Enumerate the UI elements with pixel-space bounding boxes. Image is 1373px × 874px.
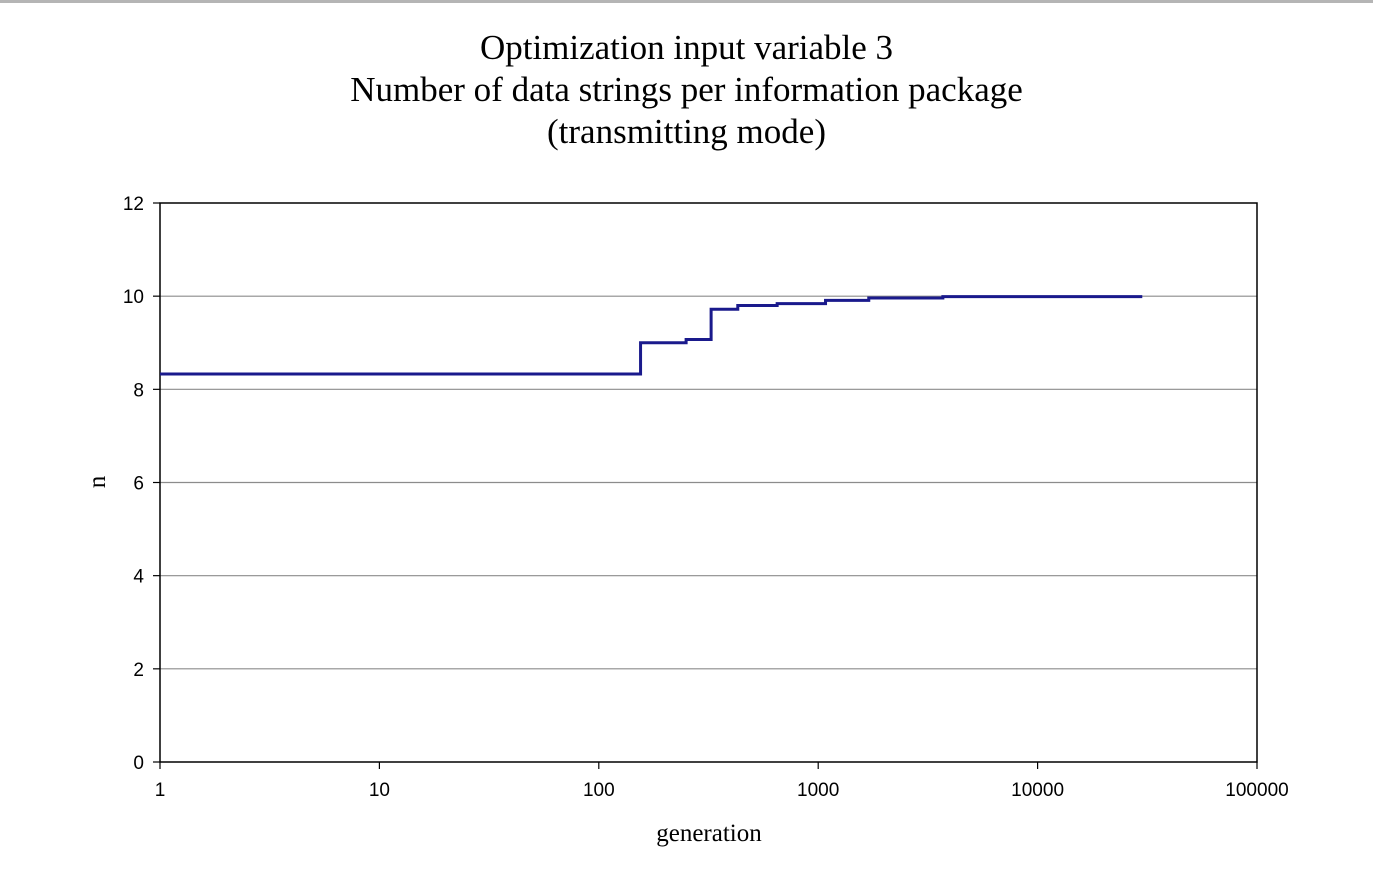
chart-title-line-2: Number of data strings per information p…: [350, 70, 1023, 109]
y-tick-label: 0: [133, 753, 144, 774]
y-tick-label: 4: [133, 567, 144, 588]
x-tick-label: 100: [583, 780, 615, 801]
x-tick-label: 10000: [1011, 780, 1064, 801]
series-line: [160, 295, 1143, 376]
x-axis-ticks: 1 10 100 1000 10000 100000: [155, 762, 1289, 801]
x-tick-label: 1000: [797, 780, 839, 801]
top-border-rule: [0, 0, 1373, 3]
x-axis-title: generation: [656, 820, 762, 847]
y-tick-label: 8: [133, 380, 144, 401]
chart-title-line-3: (transmitting mode): [547, 112, 826, 151]
x-tick-label: 10: [369, 780, 390, 801]
y-tick-label: 2: [133, 660, 144, 681]
y-axis-title: n: [84, 475, 111, 488]
y-axis-ticks: 0 2 4 6 8 10 12: [123, 194, 160, 774]
y-tick-label: 6: [133, 474, 144, 495]
gridlines: [160, 295, 1257, 670]
y-tick-label: 10: [123, 287, 144, 308]
chart-title: Optimization input variable 3 Number of …: [0, 27, 1373, 153]
y-tick-label: 12: [123, 194, 144, 215]
data-series: [160, 295, 1143, 376]
x-tick-label: 100000: [1225, 780, 1288, 801]
chart-title-line-1: Optimization input variable 3: [479, 28, 894, 67]
x-tick-label: 1: [155, 780, 166, 801]
